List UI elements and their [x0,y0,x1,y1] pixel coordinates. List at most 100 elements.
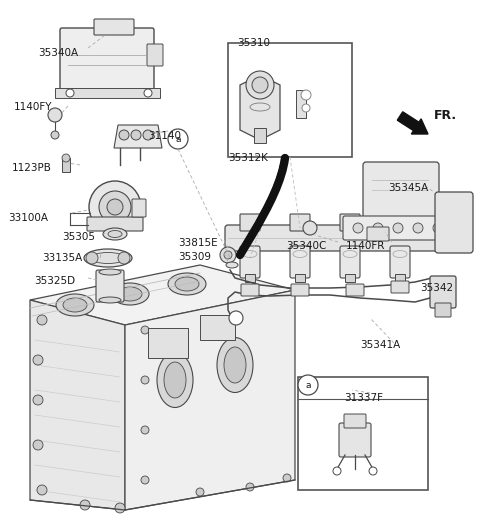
Ellipse shape [84,249,132,267]
Ellipse shape [164,362,186,398]
Circle shape [33,440,43,450]
Circle shape [373,223,383,233]
Circle shape [369,467,377,475]
Circle shape [51,131,59,139]
Circle shape [33,355,43,365]
Circle shape [298,375,318,395]
Ellipse shape [217,337,253,393]
Circle shape [141,476,149,484]
Ellipse shape [90,252,126,264]
Circle shape [131,130,141,140]
FancyBboxPatch shape [291,284,309,296]
Circle shape [252,77,268,93]
Text: 33100A: 33100A [8,213,48,223]
Text: 35340A: 35340A [38,48,78,58]
FancyBboxPatch shape [390,214,410,231]
Circle shape [333,467,341,475]
FancyBboxPatch shape [241,284,259,296]
Text: a: a [305,380,311,389]
Circle shape [141,376,149,384]
Text: 33135A: 33135A [42,253,82,263]
FancyBboxPatch shape [340,246,360,278]
Text: FR.: FR. [434,109,457,122]
FancyBboxPatch shape [94,19,134,35]
Circle shape [303,221,317,235]
Circle shape [33,395,43,405]
Text: 35325D: 35325D [34,276,75,286]
FancyBboxPatch shape [340,214,360,231]
Ellipse shape [63,298,87,312]
Polygon shape [240,75,280,140]
FancyBboxPatch shape [132,199,146,217]
FancyBboxPatch shape [147,44,163,66]
Text: 1140FR: 1140FR [346,241,385,251]
Text: 31337F: 31337F [344,393,383,403]
Bar [295,274,305,282]
Text: 35312K: 35312K [228,153,268,163]
Circle shape [224,251,232,259]
Ellipse shape [108,230,122,238]
Text: 35309: 35309 [178,252,211,262]
Circle shape [99,191,131,223]
Circle shape [37,315,47,325]
Bar [228,43,352,157]
Ellipse shape [99,269,121,275]
FancyBboxPatch shape [367,227,389,241]
Circle shape [118,252,130,264]
FancyBboxPatch shape [225,225,451,251]
Text: 33815E: 33815E [178,238,217,248]
Polygon shape [114,125,162,148]
Bar [345,274,355,282]
Circle shape [119,130,129,140]
Ellipse shape [103,228,127,240]
Text: a: a [175,134,181,143]
Circle shape [86,252,98,264]
Ellipse shape [111,283,149,305]
Ellipse shape [175,277,199,291]
FancyBboxPatch shape [435,192,473,253]
Circle shape [62,154,70,162]
Circle shape [37,485,47,495]
Circle shape [144,89,152,97]
Bar [200,315,235,340]
Bar [254,128,266,143]
Ellipse shape [99,297,121,303]
FancyBboxPatch shape [391,281,409,293]
Circle shape [143,130,153,140]
Circle shape [229,311,243,325]
Circle shape [246,483,254,491]
FancyBboxPatch shape [240,246,260,278]
Ellipse shape [157,353,193,407]
Circle shape [168,129,188,149]
Ellipse shape [226,262,238,268]
Circle shape [220,247,236,263]
Text: 1140FY: 1140FY [14,102,52,112]
FancyBboxPatch shape [344,414,366,428]
Text: 1123PB: 1123PB [12,163,52,173]
Ellipse shape [224,347,246,383]
Polygon shape [30,265,295,325]
FancyBboxPatch shape [430,276,456,308]
Bar [298,377,428,490]
Polygon shape [30,300,125,510]
Circle shape [141,426,149,434]
FancyBboxPatch shape [363,162,439,223]
Circle shape [66,89,74,97]
Circle shape [115,503,125,513]
Circle shape [301,90,311,100]
Text: 31140: 31140 [148,131,181,141]
Ellipse shape [168,273,206,295]
Text: 35310: 35310 [237,38,270,48]
Text: 35341A: 35341A [360,340,400,350]
Bar [55,88,160,98]
FancyBboxPatch shape [390,246,410,278]
Text: 35342: 35342 [420,283,453,293]
Text: 35340C: 35340C [286,241,326,251]
Circle shape [80,500,90,510]
FancyBboxPatch shape [343,216,457,240]
Circle shape [302,104,310,112]
FancyBboxPatch shape [96,270,124,302]
FancyBboxPatch shape [346,284,364,296]
Circle shape [141,326,149,334]
FancyBboxPatch shape [290,214,310,231]
